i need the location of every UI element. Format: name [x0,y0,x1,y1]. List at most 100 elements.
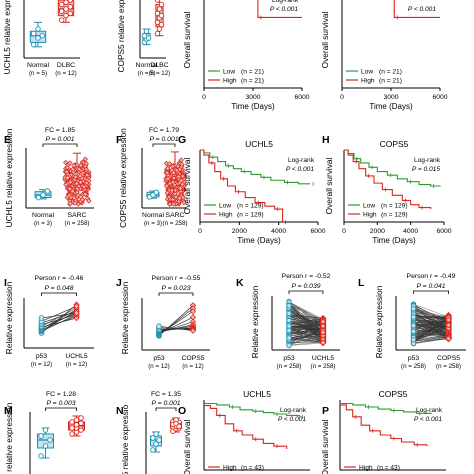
y-axis-label: Overall survival [324,157,334,214]
pair-line [41,316,77,330]
series-line-green [204,402,300,417]
data-point [167,201,173,207]
p-value-label: P = 0.001 [149,136,178,143]
pair-line [413,304,449,324]
group-label: p53 [36,353,48,360]
pair-line [413,329,449,338]
data-point [189,327,197,334]
group-n: (n = 12) [148,363,170,370]
box-plot-n: FC = 1.35 P = 0.001 [145,391,182,474]
group-normal: Normal(n = 5) [27,21,49,77]
group-label: DLBC [150,62,168,69]
box-plot-top-cops5-box: Normal(n = 5)DLBC(n = 12) [136,0,170,77]
data-point [30,30,37,37]
group-n: (n = 258) [311,363,336,370]
paired-plot-i: p53(n = 12)UCHL5(n = 12)Person r = -0.46… [23,275,94,368]
data-point [445,316,452,324]
km-title: UCHL5 [245,139,273,149]
pair-line [288,310,324,324]
group-n: (n = 258) [277,363,302,370]
legend-n: (n = 21) [241,69,264,76]
data-point [42,443,49,449]
data-point [58,1,65,8]
pearson-r-label: Person r = -0.46 [35,275,84,282]
data-point [153,441,159,447]
data-point [70,166,76,173]
km-plot-top-km-uchl5: 0 3000 6000 Time (Days) Log-rank P < 0.001 Low… [202,0,310,111]
pair-line [288,321,324,327]
data-point [79,197,86,203]
panel-letter-h: H [322,134,330,146]
data-point [73,422,80,428]
data-point [38,453,44,459]
data-point [82,191,88,198]
group-label: SARC [68,212,87,219]
data-point [169,187,175,194]
fold-change-label: FC = 1.35 [151,391,181,398]
p-value-label: P < 0.001 [408,6,437,13]
data-point [156,6,163,12]
group-label: COPS5 [437,355,460,362]
group-n: (n = 3) [34,220,52,227]
p-value-label: P = 0.015 [412,166,441,173]
legend-n: (n = 129) [381,212,408,219]
data-point [78,420,84,426]
group-normal: Normal(n = 3) [142,189,164,227]
series-line-low [200,149,311,185]
x-axis-label: Time (Days) [237,236,281,245]
p-value-label: P = 0.039 [291,283,320,290]
data-point [69,419,75,425]
data-point [77,179,84,185]
group-n: (n = 258) [65,220,90,227]
data-point [156,437,162,443]
pair-line [288,304,324,322]
data-point [154,19,161,26]
pair-line [41,306,77,322]
pair-line [158,327,194,331]
group-label: p53 [153,355,165,362]
data-point [286,310,292,317]
group-n: (n = 3) [144,220,162,227]
pair-line [413,328,449,338]
x-tick-label: 6000 [294,94,309,101]
p-value-label: P = 0.048 [44,285,73,292]
pair-line [41,314,77,326]
significance-bracket [158,292,194,296]
group-n: (n = 258) [436,363,461,370]
pair-line [413,308,449,324]
data-point [72,200,78,206]
fold-change-label: FC = 1.28 [46,391,76,398]
data-point [150,447,156,453]
group-label: Normal [32,212,54,219]
panel-letter-p: P [322,405,329,417]
significance-bracket [288,290,324,294]
data-point [319,332,327,339]
pair-line [288,325,324,333]
pair-line [288,330,324,340]
x-tick-label: 6000 [436,228,451,235]
data-point [158,12,165,19]
data-point [154,0,161,3]
km-plot-o: UCHL5 Log-rank P < 0.001 High (n = 43) [203,389,310,472]
group-blue [150,431,162,453]
pair-line [413,322,449,331]
y-axis-label: Relative expression [374,285,384,358]
pair-line [413,308,449,319]
box-plot-m: FC = 1.28 P = 0.003 [29,391,85,474]
data-point [30,41,37,48]
km-title: COPS5 [379,389,408,399]
group-label: UCHL5 [312,355,335,362]
x-axis-label: Time (Days) [231,102,275,111]
data-point [81,184,87,190]
pair-line [413,319,449,326]
data-point [445,321,452,329]
y-axis-label: COPS5 relative expression [118,128,128,228]
series-line-high [393,0,440,18]
box-plot-f: Normal(n = 3)SARC(n = 258)FC = 1.79P = 0… [141,127,187,227]
y-axis-label: HL5 relative expression [4,402,14,474]
data-point [180,194,186,201]
data-point [145,35,152,41]
data-point [74,189,80,195]
data-point [73,309,80,317]
data-point [63,169,70,175]
